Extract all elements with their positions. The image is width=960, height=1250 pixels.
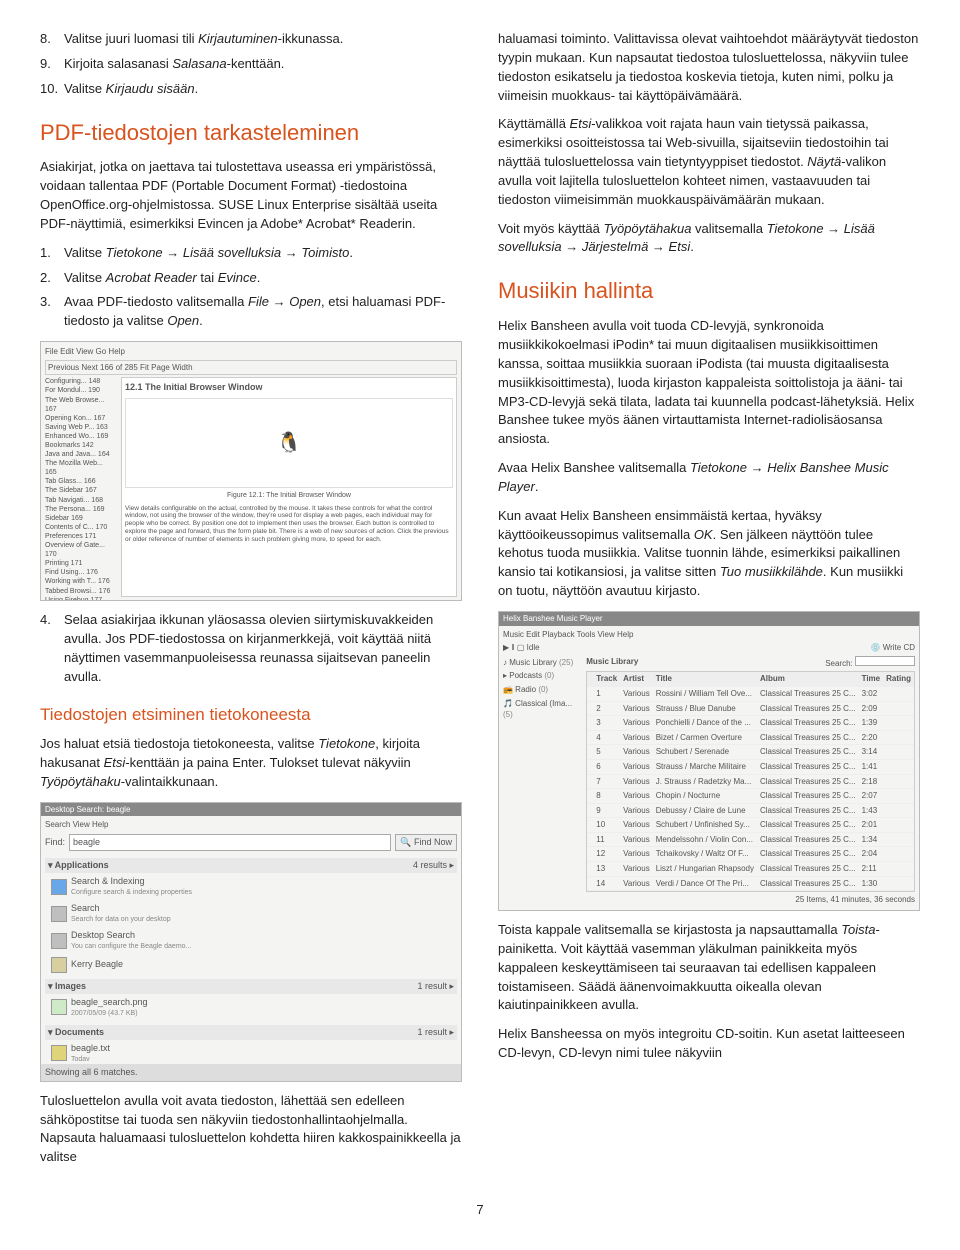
pdf-menubar: File Edit View Go Help xyxy=(45,346,457,358)
search-input[interactable] xyxy=(855,656,915,666)
pdf-caption: Figure 12.1: The Initial Browser Window xyxy=(125,491,453,501)
para-search: Jos haluat etsiä tiedostoja tietokoneest… xyxy=(40,735,462,792)
beagle-menu: Search View Help xyxy=(45,819,457,831)
search-label: Search: xyxy=(825,659,853,668)
heading-music: Musiikin hallinta xyxy=(498,275,920,307)
para-results: Tulosluettelon avulla voit avata tiedost… xyxy=(40,1092,462,1167)
write-cd-button[interactable]: 💿 Write CD xyxy=(871,642,915,654)
para-music5: Helix Bansheessa on myös integroitu CD-s… xyxy=(498,1025,920,1063)
music-table: TrackArtistTitleAlbumTimeRating1VariousR… xyxy=(587,672,914,892)
banshee-title: Helix Banshee Music Player xyxy=(499,612,919,626)
para-music2: Avaa Helix Banshee valitsemalla Tietokon… xyxy=(498,459,920,497)
left-column: 8.Valitse juuri luomasi tili Kirjautumin… xyxy=(40,30,462,1177)
step4-text: Selaa asiakirjaa ikkunan yläosassa olevi… xyxy=(64,611,462,686)
step-4: 4.Selaa asiakirjaa ikkunan yläosassa ole… xyxy=(40,611,462,686)
screenshot-pdf-viewer: File Edit View Go Help Previous Next 166… xyxy=(40,341,462,601)
pdf-toolbar: Previous Next 166 of 285 Fit Page Width xyxy=(45,360,457,376)
para-music4: Toista kappale valitsemalla se kirjastos… xyxy=(498,921,920,1015)
steps-pdf: 1.Valitse Tietokone → Lisää sovelluksia … xyxy=(40,244,462,331)
para-pdf: Asiakirjat, jotka on jaettava tai tulost… xyxy=(40,158,462,233)
para-music3: Kun avaat Helix Bansheen ensimmäistä ker… xyxy=(498,507,920,601)
banshee-menu: Music Edit Playback Tools View Help xyxy=(503,629,915,641)
pdf-body-text: View details configurable on the actual,… xyxy=(125,505,453,544)
para-music1: Helix Bansheen avulla voit tuoda CD-levy… xyxy=(498,317,920,449)
heading-search: Tiedostojen etsiminen tietokoneesta xyxy=(40,703,462,728)
beagle-title: Desktop Search: beagle xyxy=(41,803,461,817)
para-r1: haluamasi toiminto. Valittavissa olevat … xyxy=(498,30,920,105)
pdf-main-title: 12.1 The Initial Browser Window xyxy=(125,381,453,394)
page-number: 7 xyxy=(40,1201,920,1220)
find-button[interactable]: 🔍 Find Now xyxy=(395,834,457,851)
banshee-sidebar: ♪ Music Library (25)▸ Podcasts (0)📻 Radi… xyxy=(503,656,582,893)
beagle-footer: Showing all 6 matches. xyxy=(41,1064,461,1081)
find-input[interactable]: beagle xyxy=(69,834,391,851)
pdf-sidebar: Configuring... 148For Mondul... 190The W… xyxy=(45,377,115,597)
screenshot-beagle: Desktop Search: beagle Search View Help … xyxy=(40,802,462,1082)
find-label: Find: xyxy=(45,836,65,849)
right-column: haluamasi toiminto. Valittavissa olevat … xyxy=(498,30,920,1177)
pdf-main: 12.1 The Initial Browser Window 🐧 Figure… xyxy=(121,377,457,597)
transport-controls[interactable]: ▶ ‖ ▢ Idle xyxy=(503,642,540,654)
banshee-status: 25 Items, 41 minutes, 36 seconds xyxy=(503,894,915,906)
heading-pdf: PDF-tiedostojen tarkasteleminen xyxy=(40,117,462,149)
screenshot-banshee: Helix Banshee Music Player Music Edit Pl… xyxy=(498,611,920,911)
steps-login: 8.Valitse juuri luomasi tili Kirjautumin… xyxy=(40,30,462,99)
para-r2: Käyttämällä Etsi-valikkoa voit rajata ha… xyxy=(498,115,920,209)
para-r3: Voit myös käyttää Työpöytähakua valitsem… xyxy=(498,220,920,258)
